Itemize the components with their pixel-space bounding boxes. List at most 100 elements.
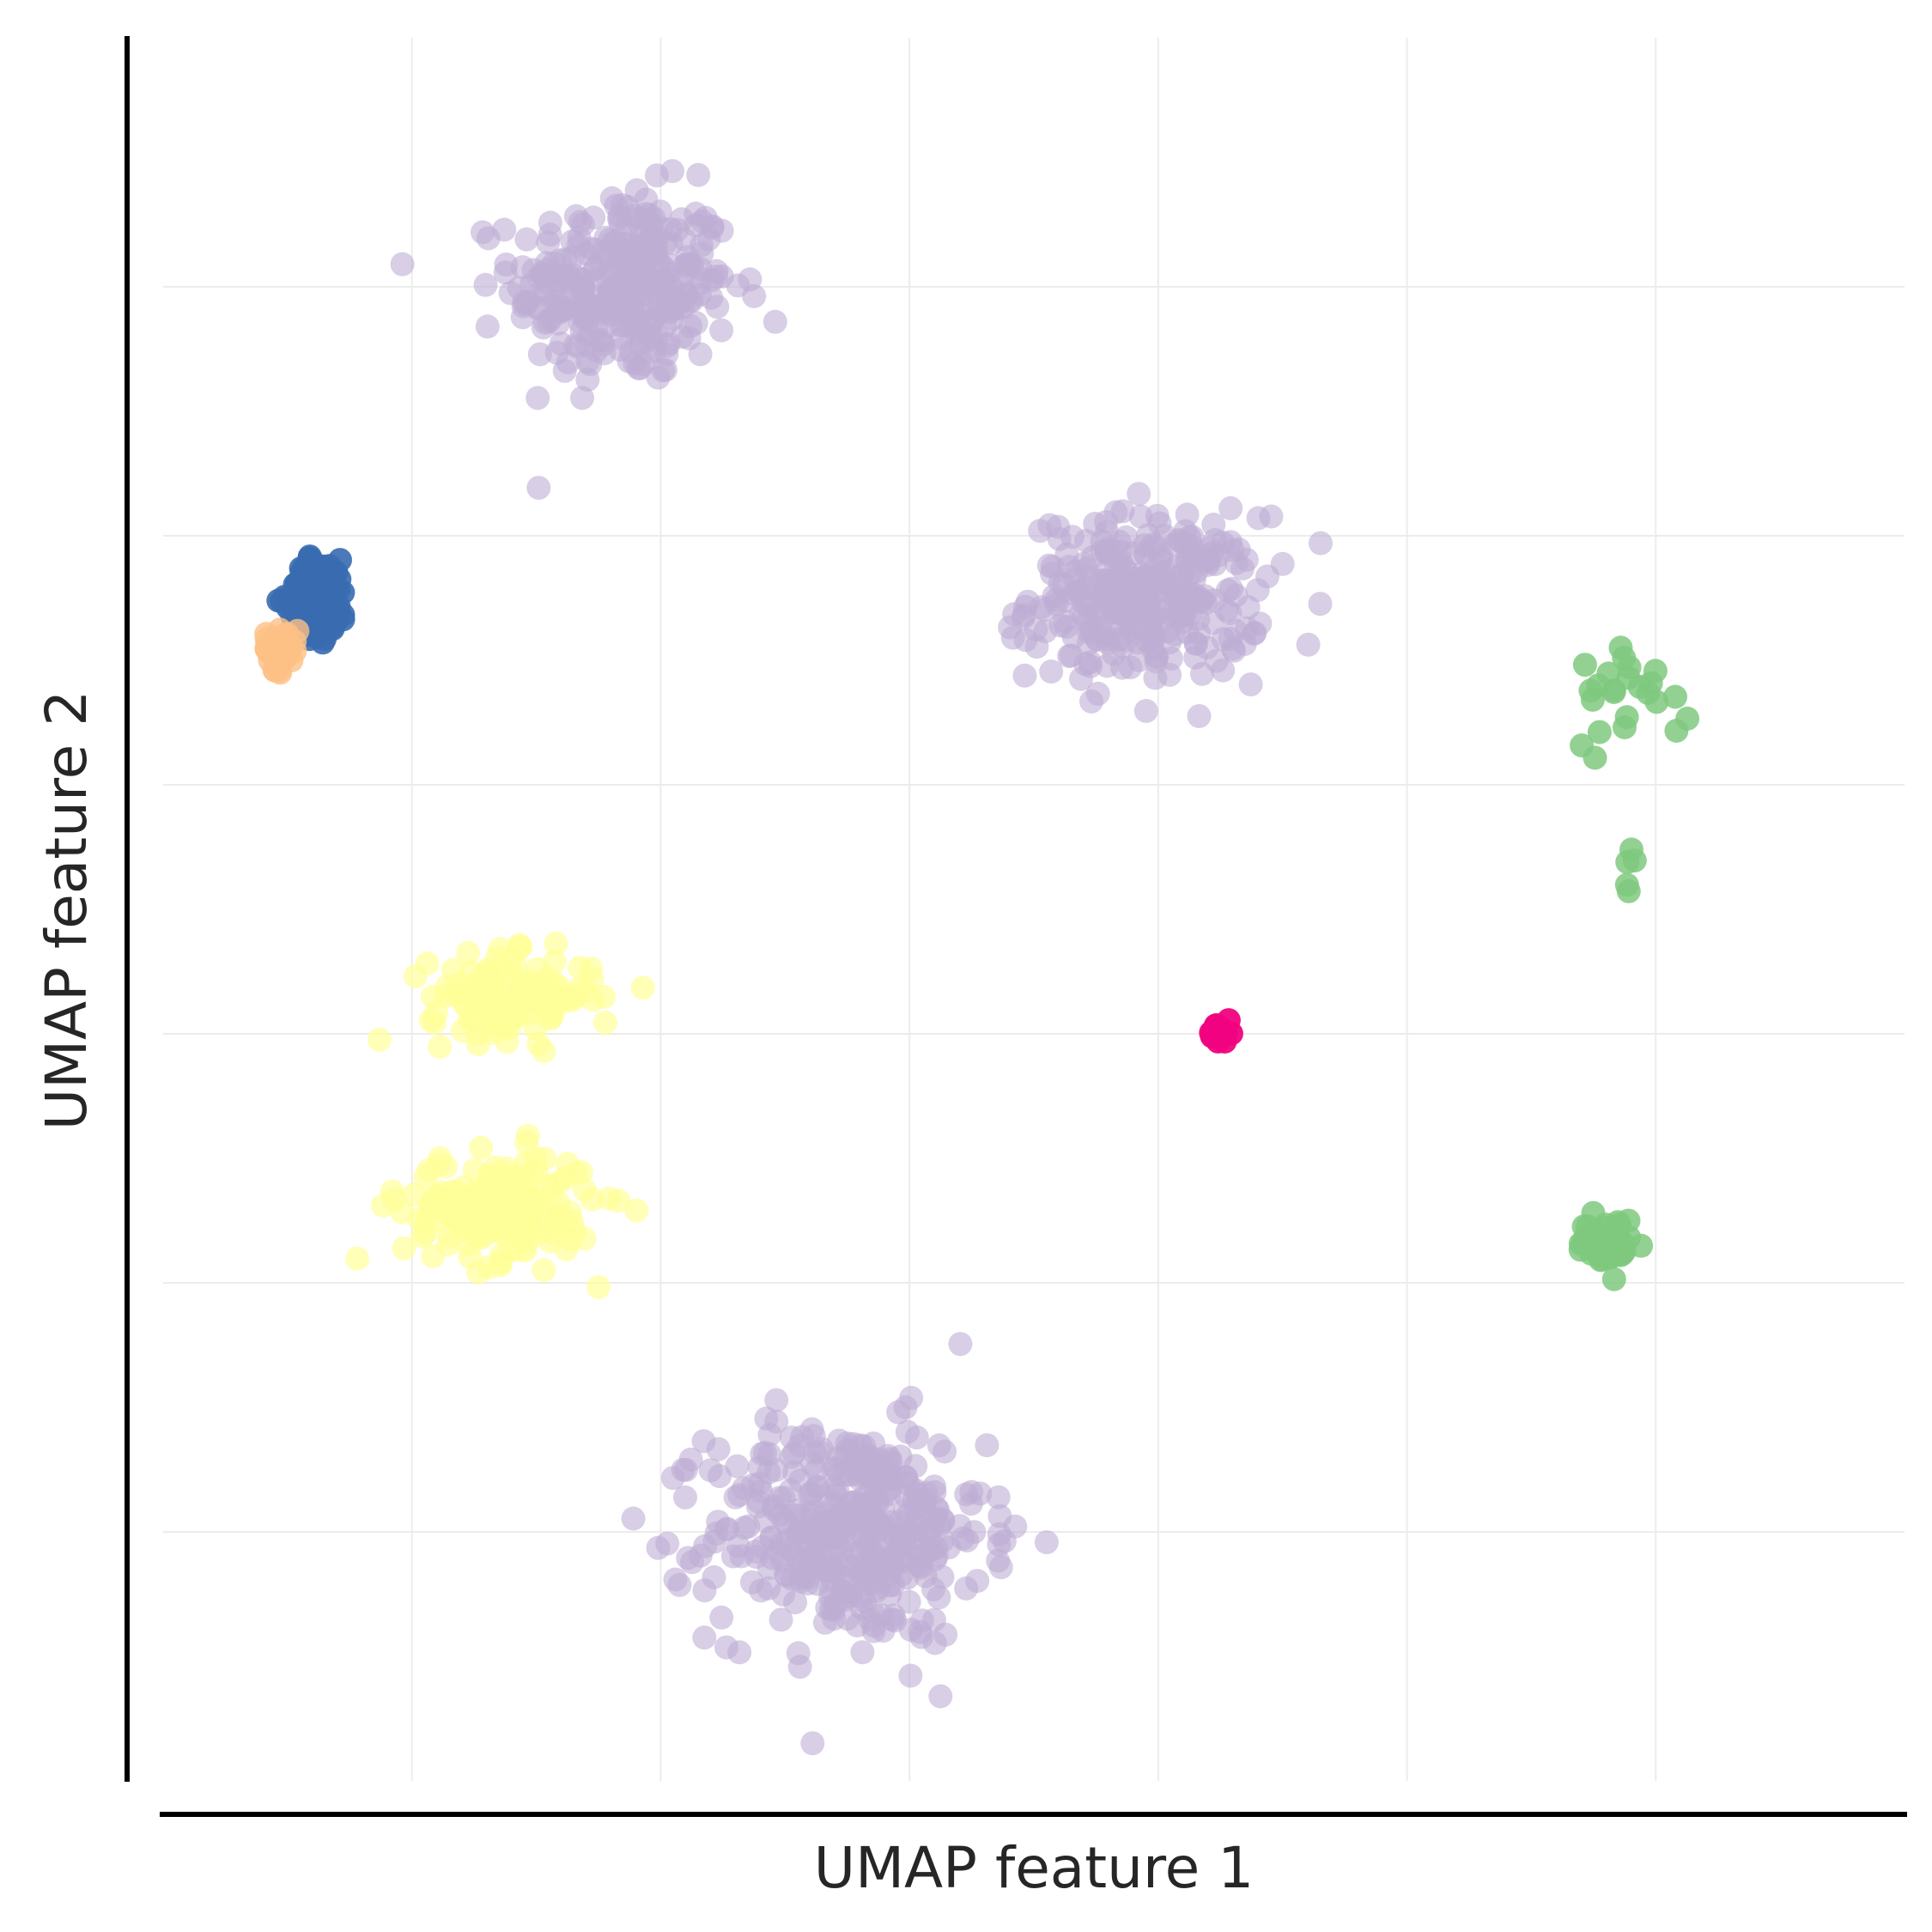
data-point [1034,1530,1059,1555]
data-point [762,309,787,334]
data-point [1130,588,1155,613]
data-point [1206,1029,1230,1054]
data-point [476,1016,501,1041]
data-point [1211,658,1236,683]
point-layer [254,159,1700,1756]
data-point [727,1640,752,1665]
data-point [786,1641,811,1666]
data-point [1308,592,1333,617]
data-point [617,349,641,374]
data-point [568,1160,593,1184]
data-point [895,1419,920,1444]
data-point [826,1505,851,1530]
data-point [630,975,655,1000]
data-point [692,1578,717,1603]
data-point [1143,665,1168,690]
data-point [1614,872,1639,897]
data-point [415,1206,440,1231]
data-point [696,227,721,252]
data-point [841,1446,866,1470]
data-point [547,1170,572,1194]
data-point [382,1187,407,1212]
data-point [483,997,507,1022]
data-point [745,1494,770,1519]
data-point [270,641,295,665]
data-point [923,1546,948,1571]
data-point [699,285,724,310]
data-point [1238,672,1263,697]
data-point [641,228,665,252]
data-point [933,1622,958,1647]
data-point [954,1482,979,1507]
data-point [1601,1267,1626,1291]
data-point [821,1457,846,1482]
data-point [450,1218,475,1243]
data-point [254,622,279,647]
data-point [709,1605,734,1630]
data-point [532,1146,557,1171]
data-point [1638,671,1663,696]
data-point [1616,1208,1641,1233]
data-point [1033,619,1058,644]
data-point [473,272,498,297]
data-point [537,309,562,334]
data-point [1079,689,1103,714]
data-point [568,955,592,980]
data-point [594,264,619,289]
data-point [477,1255,501,1279]
data-point [603,298,628,323]
data-point [1153,587,1178,612]
data-point [440,1201,464,1226]
data-point [1097,573,1121,598]
data-point [538,210,562,235]
data-point [1112,556,1137,580]
data-point [1187,704,1212,728]
data-point [928,1684,953,1709]
data-point [492,217,517,242]
data-point [586,1274,611,1299]
data-point [507,978,532,1003]
data-point [726,273,750,298]
data-point [1062,566,1087,591]
data-point [367,1027,392,1052]
data-point [581,283,606,308]
data-point [740,1473,765,1498]
data-point [1012,663,1037,688]
data-point [1644,690,1669,714]
data-point [514,1130,539,1155]
data-point [610,192,635,217]
data-point [780,1425,804,1450]
data-point [462,1181,487,1205]
data-point [675,245,700,270]
data-point [903,1528,928,1552]
data-point [698,1458,723,1483]
data-point [1296,632,1321,657]
data-point [987,1504,1012,1528]
data-point [1596,661,1621,686]
data-point [1663,684,1687,709]
data-point [1612,646,1637,671]
data-point [526,476,551,501]
data-point [1613,715,1637,739]
data-point [1570,733,1595,758]
data-point [779,1444,804,1469]
data-point [307,566,332,591]
data-point [1103,500,1128,525]
data-point [1200,541,1224,566]
data-point [1073,528,1098,553]
data-point [750,1442,775,1467]
data-point [962,1520,987,1545]
data-point [1114,525,1139,550]
data-point [686,162,711,187]
data-point [769,1607,793,1632]
data-point [507,933,532,957]
data-point [485,1167,510,1192]
data-point [556,349,580,374]
data-point [1180,525,1205,550]
data-point [403,964,428,988]
data-point [665,217,690,242]
data-point [390,252,415,276]
data-point [621,1506,646,1531]
data-point [536,230,561,255]
data-point [402,1182,427,1207]
